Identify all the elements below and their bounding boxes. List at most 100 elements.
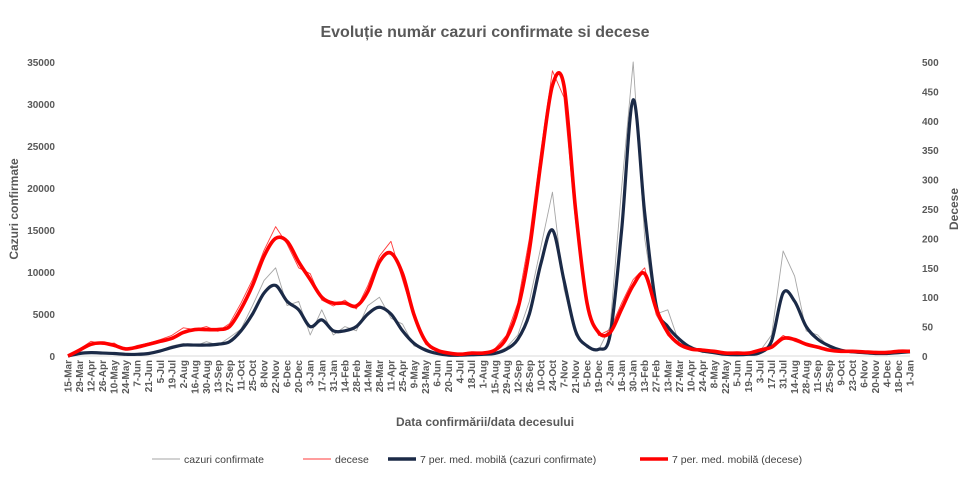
x-tick-label: 29-Aug <box>502 360 513 394</box>
x-tick-label: 14-Aug <box>790 360 801 394</box>
series-ma-deaths <box>68 73 910 356</box>
x-tick-label: 29-Mar <box>75 360 86 392</box>
x-tick-label: 19-Jul <box>167 360 178 389</box>
x-tick-label: 9-Oct <box>836 359 847 385</box>
x-tick-label: 19-Jun <box>744 360 755 392</box>
x-tick-label: 13-Feb <box>640 360 651 392</box>
x-tick-label: 25-Sep <box>825 360 836 393</box>
x-tick-label: 13-Sep <box>213 360 224 393</box>
series-ma-cases <box>68 100 910 356</box>
x-tick-label: 31-Jan <box>329 360 340 392</box>
legend: cazuri confirmate decese 7 per. med. mob… <box>152 454 802 466</box>
legend-label-ma-deaths: 7 per. med. mobilă (decese) <box>672 454 802 466</box>
x-tick-label: 22-May <box>721 360 732 394</box>
x-tick-label: 2-Aug <box>179 360 190 388</box>
y-axis-label: Cazuri confirmate <box>7 158 21 260</box>
x-tick-label: 16-Aug <box>190 360 201 394</box>
x-tick-label: 25-Oct <box>248 359 259 391</box>
x-tick-label: 21-Nov <box>571 360 582 394</box>
y2-tick-label: 500 <box>922 58 939 69</box>
y-tick-label: 15000 <box>27 226 55 237</box>
x-tick-label: 21-Jun <box>144 360 155 392</box>
chart-title: Evoluție număr cazuri confirmate si dece… <box>320 24 649 41</box>
x-tick-label: 19-Dec <box>594 360 605 393</box>
x-tick-label: 24-Apr <box>698 360 709 392</box>
x-tick-label: 31-Jul <box>779 360 790 389</box>
x-tick-label: 20-Dec <box>294 360 305 393</box>
x-tick-label: 11-Oct <box>237 359 248 390</box>
x-tick-label: 2-Jan <box>606 360 617 386</box>
y2-tick-label: 0 <box>922 352 928 363</box>
x-tick-label: 24-May <box>121 360 132 394</box>
x-tick-label: 23-May <box>421 360 432 394</box>
x-tick-label: 11-Apr <box>386 360 397 391</box>
legend-label-ma-cases: 7 per. med. mobilă (cazuri confirmate) <box>420 454 596 466</box>
y-tick-label: 30000 <box>27 100 55 111</box>
y-tick-label: 10000 <box>27 268 55 279</box>
x-tick-label: 27-Sep <box>225 360 236 393</box>
x-tick-label: 18-Dec <box>894 360 905 393</box>
x-tick-label: 27-Feb <box>652 360 663 392</box>
x-tick-label: 20-Jun <box>444 360 455 392</box>
x-tick-label: 28-Feb <box>352 360 363 392</box>
y2-tick-label: 450 <box>922 87 939 98</box>
x-tick-label: 9-May <box>410 360 421 389</box>
legend-label-raw-cases: cazuri confirmate <box>184 454 264 466</box>
x-tick-label: 30-Jan <box>629 360 640 392</box>
x-tick-label: 26-Sep <box>525 360 536 393</box>
y-tick-label: 35000 <box>27 58 55 69</box>
x-tick-label: 28-Mar <box>375 360 386 392</box>
x-tick-label: 6-Dec <box>283 360 294 388</box>
x-tick-label: 1-Jan <box>906 360 917 386</box>
series-raw-cases <box>68 62 910 356</box>
y-tick-label: 0 <box>49 352 55 363</box>
y-tick-label: 20000 <box>27 184 55 195</box>
x-tick-label: 30-Aug <box>202 360 213 394</box>
y2-tick-label: 150 <box>922 264 939 275</box>
x-tick-label: 22-Nov <box>271 360 282 394</box>
x-tick-label: 20-Nov <box>871 360 882 394</box>
y2-tick-label: 50 <box>922 323 934 334</box>
x-tick-label: 6-Nov <box>859 360 870 388</box>
x-tick-label: 28-Aug <box>802 360 813 394</box>
x-tick-label: 24-Oct <box>548 359 559 391</box>
y2-tick-label: 200 <box>922 234 939 245</box>
x-tick-label: 3-Jan <box>306 360 317 386</box>
x-tick-label: 1-Aug <box>479 360 490 388</box>
x-tick-label: 26-Apr <box>98 360 109 392</box>
x-tick-label: 13-Mar <box>663 360 674 392</box>
y2-tick-label: 250 <box>922 205 939 216</box>
x-tick-label: 14-Mar <box>363 360 374 392</box>
x-tick-label: 5-Dec <box>583 360 594 388</box>
x-tick-label: 5-Jun <box>732 360 743 387</box>
y-tick-label: 25000 <box>27 142 55 153</box>
y2-axis-label: Decese <box>947 188 961 230</box>
x-tick-label: 10-May <box>110 360 121 394</box>
x-tick-label: 27-Mar <box>675 360 686 392</box>
x-tick-label: 10-Oct <box>536 359 547 391</box>
x-tick-label: 5-Jul <box>156 360 167 384</box>
x-tick-label: 25-Apr <box>398 360 409 392</box>
x-tick-label: 18-Jul <box>467 360 478 389</box>
x-tick-label: 3-Jul <box>756 360 767 384</box>
x-tick-label: 15-Aug <box>490 360 501 394</box>
x-tick-label: 23-Oct <box>848 359 859 391</box>
x-tick-label: 8-May <box>709 360 720 389</box>
x-tick-label: 12-Sep <box>513 360 524 393</box>
x-tick-label: 14-Feb <box>340 360 351 392</box>
y2-tick-label: 100 <box>922 293 939 304</box>
x-tick-label: 16-Jan <box>617 360 628 392</box>
x-tick-label: 7-Nov <box>559 360 570 388</box>
y2-tick-label: 350 <box>922 146 939 157</box>
x-tick-label: 4-Jul <box>456 360 467 384</box>
x-tick-label: 17-Jul <box>767 360 778 389</box>
y2-tick-label: 300 <box>922 176 939 187</box>
x-tick-label: 7-Jun <box>133 360 144 387</box>
series-raw-deaths <box>68 71 910 356</box>
legend-label-raw-deaths: decese <box>335 454 369 466</box>
x-axis-label: Data confirmării/data decesului <box>396 415 574 429</box>
x-tick-label: 17-Jan <box>317 360 328 392</box>
x-tick-label: 10-Apr <box>686 360 697 392</box>
y-tick-label: 5000 <box>33 310 56 321</box>
